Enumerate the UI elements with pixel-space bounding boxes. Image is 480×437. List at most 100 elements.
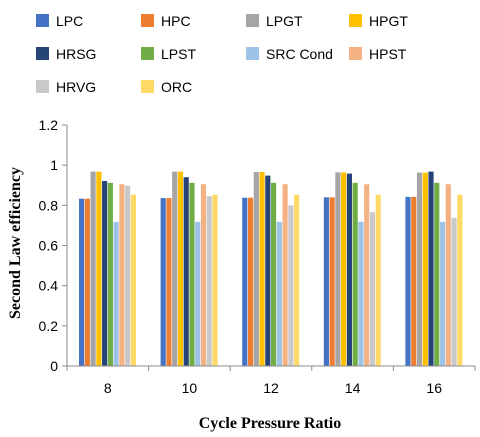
bars	[79, 171, 463, 366]
bar-src-cond-16	[439, 221, 446, 366]
bar-hpst-8	[119, 184, 125, 366]
bar-hrvg-10	[206, 196, 212, 366]
legend-item-hpgt: HPGT	[349, 13, 408, 29]
bar-lpc-10	[160, 198, 166, 366]
bar-orc-14	[375, 194, 381, 366]
legend-swatch-lpgt	[246, 14, 259, 27]
x-tick-label: 8	[104, 380, 112, 396]
legend-swatch-hpgt	[349, 14, 362, 27]
y-tick-label: 0	[50, 358, 58, 374]
bar-orc-12	[294, 194, 300, 366]
legend-swatch-hpst	[349, 47, 362, 60]
legend-item-hrsg: HRSG	[36, 46, 96, 62]
bar-orc-16	[457, 194, 463, 366]
x-axis: 8 10 12 14 16	[66, 365, 476, 396]
x-tick-label: 14	[345, 380, 361, 396]
bar-orc-10	[212, 194, 218, 366]
bar-src-cond-12	[276, 221, 282, 366]
legend-item-lpst: LPST	[141, 46, 196, 62]
bar-lpgt-14	[335, 172, 341, 366]
legend-item-orc: ORC	[141, 79, 192, 95]
bar-hrsg-8	[102, 181, 108, 366]
bar-group-12	[242, 171, 300, 366]
legend-label-src-cond: SRC Cond	[266, 46, 333, 62]
bar-hpc-10	[166, 198, 172, 366]
x-tick-label: 16	[426, 380, 442, 396]
y-tick-label: 0.8	[39, 197, 59, 213]
bar-src-cond-10	[195, 221, 201, 366]
bar-hpgt-14	[341, 172, 347, 366]
bar-group-8	[79, 171, 136, 366]
bar-hpgt-10	[177, 171, 184, 366]
bar-hpgt-8	[96, 171, 102, 366]
y-tick-label: 0.4	[39, 278, 59, 294]
x-tick-label: 12	[263, 380, 279, 396]
legend-swatch-hpc	[141, 14, 154, 27]
bar-lpgt-10	[172, 171, 178, 366]
bar-hrsg-16	[428, 171, 434, 366]
bar-group-10	[160, 171, 218, 366]
bar-lpgt-16	[416, 172, 423, 366]
bar-hpc-12	[247, 197, 254, 366]
bar-group-16	[405, 171, 463, 366]
y-tick-label: 1.2	[39, 117, 59, 133]
bar-hpst-10	[200, 184, 207, 366]
bar-src-cond-8	[113, 221, 119, 366]
bar-hpc-16	[411, 196, 417, 366]
legend-item-lpgt: LPGT	[246, 13, 303, 29]
bar-hpc-8	[84, 198, 90, 366]
bar-hrvg-14	[369, 212, 376, 366]
legend-item-hrvg: HRVG	[36, 79, 96, 95]
y-tick-label: 0.6	[39, 238, 59, 254]
bar-lpst-10	[189, 182, 195, 366]
bar-src-cond-14	[358, 221, 364, 366]
legend: LPC HPC LPGT HPGT HRSG LPST SRC Cond HPST HRVG OR…	[36, 13, 408, 95]
x-tick-label: 10	[182, 380, 198, 396]
bar-lpst-8	[107, 182, 113, 366]
bar-hrsg-12	[265, 175, 271, 366]
legend-label-lpst: LPST	[161, 46, 196, 62]
legend-swatch-lpst	[141, 47, 154, 60]
legend-label-hrvg: HRVG	[56, 79, 96, 95]
y-axis: 0 0.2 0.4 0.6 0.8 1 1.2	[39, 117, 68, 374]
legend-item-lpc: LPC	[36, 13, 83, 29]
y-tick-label: 0.2	[39, 318, 59, 334]
bar-hpst-12	[282, 184, 288, 366]
bar-group-14	[323, 172, 381, 366]
legend-swatch-lpc	[36, 14, 49, 27]
legend-swatch-hrvg	[36, 80, 49, 93]
legend-label-hrsg: HRSG	[56, 46, 96, 62]
y-tick-label: 1	[50, 157, 58, 173]
bar-hrvg-12	[288, 205, 294, 366]
y-axis-title: Second Law efficiency	[7, 167, 24, 319]
legend-swatch-src-cond	[246, 47, 259, 60]
bar-hpc-14	[329, 197, 335, 366]
bar-orc-8	[130, 194, 136, 366]
legend-label-lpgt: LPGT	[266, 13, 303, 29]
legend-item-hpc: HPC	[141, 13, 191, 29]
legend-label-hpc: HPC	[161, 13, 191, 29]
bar-hpst-14	[364, 184, 370, 366]
bar-lpc-16	[405, 196, 411, 366]
legend-label-lpc: LPC	[56, 13, 83, 29]
bar-hpgt-16	[422, 172, 428, 366]
bar-lpst-14	[352, 182, 358, 366]
bar-lpc-14	[323, 197, 329, 366]
bar-hpst-16	[445, 184, 451, 366]
bar-lpst-16	[434, 182, 440, 366]
x-axis-title: Cycle Pressure Ratio	[199, 415, 341, 432]
bar-hrsg-10	[183, 177, 189, 366]
bar-hrvg-16	[451, 217, 457, 366]
bar-lpc-12	[242, 197, 248, 366]
bar-hpgt-12	[259, 171, 265, 366]
legend-swatch-orc	[141, 80, 154, 93]
legend-item-hpst: HPST	[349, 46, 407, 62]
legend-label-orc: ORC	[161, 79, 192, 95]
legend-label-hpst: HPST	[369, 46, 407, 62]
bar-hrsg-14	[346, 173, 352, 366]
legend-label-hpgt: HPGT	[369, 13, 408, 29]
legend-swatch-hrsg	[36, 47, 49, 60]
bar-lpgt-12	[253, 171, 259, 366]
bar-lpst-12	[271, 182, 277, 366]
